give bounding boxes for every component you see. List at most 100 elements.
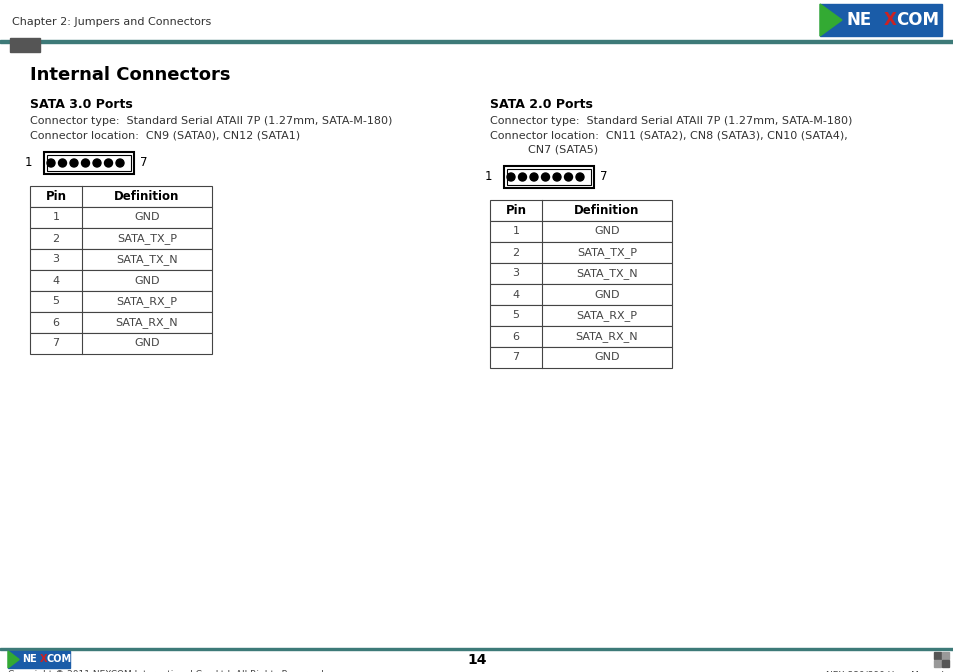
Bar	[30, 270, 212, 291]
Bar	[933, 652, 940, 659]
Bar	[47, 155, 131, 171]
Circle shape	[92, 159, 101, 167]
Circle shape	[564, 173, 572, 181]
Bar	[490, 242, 671, 263]
Text: 1: 1	[52, 212, 59, 222]
Circle shape	[47, 159, 55, 167]
Bar	[8, 651, 70, 668]
Text: GND: GND	[134, 276, 159, 286]
Circle shape	[81, 159, 90, 167]
Text: 7: 7	[140, 157, 148, 169]
Bar	[490, 347, 671, 368]
Text: CN7 (SATA5): CN7 (SATA5)	[527, 144, 598, 154]
Text: SATA_RX_N: SATA_RX_N	[115, 317, 178, 328]
Text: 7: 7	[512, 353, 519, 362]
Text: Definition: Definition	[114, 190, 179, 203]
Text: NE: NE	[846, 11, 871, 29]
Circle shape	[530, 173, 537, 181]
Circle shape	[506, 173, 515, 181]
Text: 3: 3	[52, 255, 59, 265]
Text: GND: GND	[134, 212, 159, 222]
Text: 5: 5	[52, 296, 59, 306]
Polygon shape	[820, 4, 841, 36]
Text: Connector location:  CN9 (SATA0), CN12 (SATA1): Connector location: CN9 (SATA0), CN12 (S…	[30, 130, 300, 140]
Text: 7: 7	[52, 339, 59, 349]
Bar	[490, 263, 671, 284]
Text: 2: 2	[52, 233, 59, 243]
Circle shape	[70, 159, 78, 167]
Text: GND: GND	[594, 290, 619, 300]
Text: GND: GND	[594, 353, 619, 362]
Circle shape	[576, 173, 583, 181]
Polygon shape	[8, 651, 19, 668]
Text: Pin: Pin	[46, 190, 67, 203]
Bar	[503, 166, 594, 188]
Text: SATA_RX_P: SATA_RX_P	[116, 296, 177, 307]
Text: 7: 7	[599, 171, 607, 183]
Text: SATA_TX_P: SATA_TX_P	[117, 233, 177, 244]
Text: Connector type:  Standard Serial ATAII 7P (1.27mm, SATA-M-180): Connector type: Standard Serial ATAII 7P…	[30, 116, 392, 126]
Text: GND: GND	[594, 226, 619, 237]
Bar	[820, 4, 941, 36]
Text: SATA 3.0 Ports: SATA 3.0 Ports	[30, 98, 132, 111]
Bar	[941, 660, 948, 667]
Bar	[30, 207, 212, 228]
Bar	[941, 652, 948, 659]
Text: GND: GND	[134, 339, 159, 349]
Bar	[490, 200, 671, 221]
Bar	[0, 648, 953, 672]
Text: SATA_RX_N: SATA_RX_N	[575, 331, 638, 342]
Circle shape	[105, 159, 112, 167]
Text: COM: COM	[47, 655, 71, 665]
Text: 6: 6	[52, 317, 59, 327]
Text: Internal Connectors: Internal Connectors	[30, 66, 231, 84]
Bar	[30, 291, 212, 312]
Bar	[506, 169, 590, 185]
Text: SATA_RX_P: SATA_RX_P	[576, 310, 637, 321]
Bar	[490, 326, 671, 347]
Bar	[30, 312, 212, 333]
Text: SATA_TX_N: SATA_TX_N	[576, 268, 638, 279]
Text: 2: 2	[512, 247, 519, 257]
Text: 6: 6	[512, 331, 519, 341]
Circle shape	[518, 173, 526, 181]
Text: X: X	[882, 11, 896, 29]
Bar	[30, 249, 212, 270]
Text: 5: 5	[512, 310, 519, 321]
Text: SATA 2.0 Ports: SATA 2.0 Ports	[490, 98, 592, 111]
Text: NEX 880/890 User Manual: NEX 880/890 User Manual	[825, 670, 943, 672]
Bar	[0, 0, 953, 40]
Bar	[490, 305, 671, 326]
Circle shape	[58, 159, 67, 167]
Text: Copyright © 2011 NEXCOM International Co., Ltd. All Rights Reserved.: Copyright © 2011 NEXCOM International Co…	[8, 670, 327, 672]
Text: Connector location:  CN11 (SATA2), CN8 (SATA3), CN10 (SATA4),: Connector location: CN11 (SATA2), CN8 (S…	[490, 130, 847, 140]
Text: 14: 14	[467, 653, 486, 667]
Text: COM: COM	[895, 11, 938, 29]
Bar	[933, 660, 940, 667]
Text: Pin: Pin	[505, 204, 526, 217]
Text: 4: 4	[512, 290, 519, 300]
Text: Chapter 2: Jumpers and Connectors: Chapter 2: Jumpers and Connectors	[12, 17, 211, 27]
Bar	[30, 186, 212, 207]
Text: 1: 1	[484, 171, 492, 183]
Text: SATA_TX_N: SATA_TX_N	[116, 254, 177, 265]
Bar	[10, 38, 40, 52]
Bar	[44, 152, 133, 174]
Text: Connector type:  Standard Serial ATAII 7P (1.27mm, SATA-M-180): Connector type: Standard Serial ATAII 7P…	[490, 116, 851, 126]
Bar	[0, 648, 953, 650]
Circle shape	[541, 173, 549, 181]
Bar	[30, 228, 212, 249]
Bar	[0, 40, 953, 43]
Text: NE: NE	[22, 655, 36, 665]
Circle shape	[116, 159, 124, 167]
Bar	[490, 221, 671, 242]
Circle shape	[553, 173, 560, 181]
Text: 1: 1	[25, 157, 32, 169]
Text: 4: 4	[52, 276, 59, 286]
Text: 1: 1	[512, 226, 519, 237]
Text: SATA_TX_P: SATA_TX_P	[577, 247, 637, 258]
Bar	[490, 284, 671, 305]
Bar	[30, 333, 212, 354]
Text: 3: 3	[512, 269, 519, 278]
Text: Definition: Definition	[574, 204, 639, 217]
